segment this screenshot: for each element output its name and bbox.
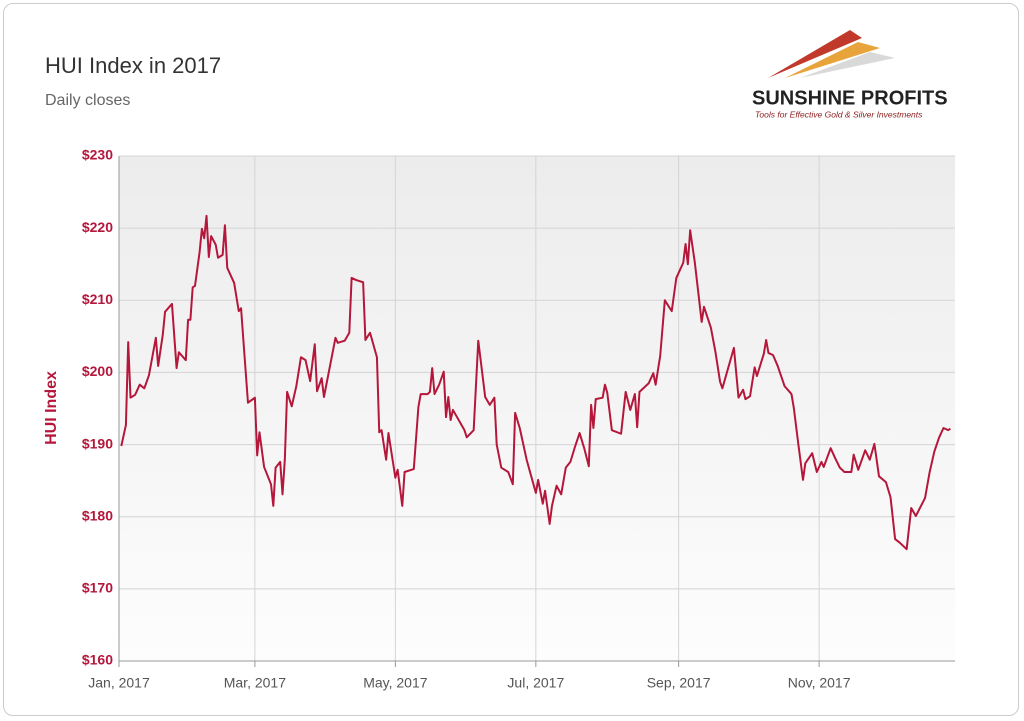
y-tick-label: $170: [82, 580, 113, 596]
x-tick-label: Jul, 2017: [507, 675, 564, 691]
y-tick-label: $220: [82, 219, 113, 235]
y-tick-label: $190: [82, 435, 113, 451]
x-tick-label: Mar, 2017: [224, 675, 286, 691]
line-series: [120, 214, 951, 551]
plot-area: [119, 156, 955, 661]
x-tick-label: May, 2017: [363, 675, 428, 691]
x-tick-label: Jan, 2017: [88, 675, 150, 691]
y-tick-label: $180: [82, 507, 113, 523]
chart-subtitle: Daily closes: [45, 92, 130, 109]
y-tick-label: $230: [82, 147, 113, 163]
y-tick-label: $160: [82, 652, 113, 668]
logo: SUNSHINE PROFITS Tools for Effective Gol…: [752, 30, 948, 119]
x-tick-label: Nov, 2017: [788, 675, 851, 691]
logo-swoosh: [800, 52, 895, 78]
y-tick-label: $210: [82, 291, 113, 307]
y-tick-label: $200: [82, 363, 113, 379]
logo-swoosh: [768, 30, 862, 78]
logo-brand: SUNSHINE PROFITS: [752, 87, 948, 109]
y-axis-title: HUI Index: [43, 371, 60, 445]
x-tick-label: Sep, 2017: [647, 675, 711, 691]
logo-swoosh: [785, 42, 880, 78]
chart-title: HUI Index in 2017: [45, 53, 221, 78]
logo-tagline: Tools for Effective Gold & Silver Invest…: [755, 109, 923, 119]
